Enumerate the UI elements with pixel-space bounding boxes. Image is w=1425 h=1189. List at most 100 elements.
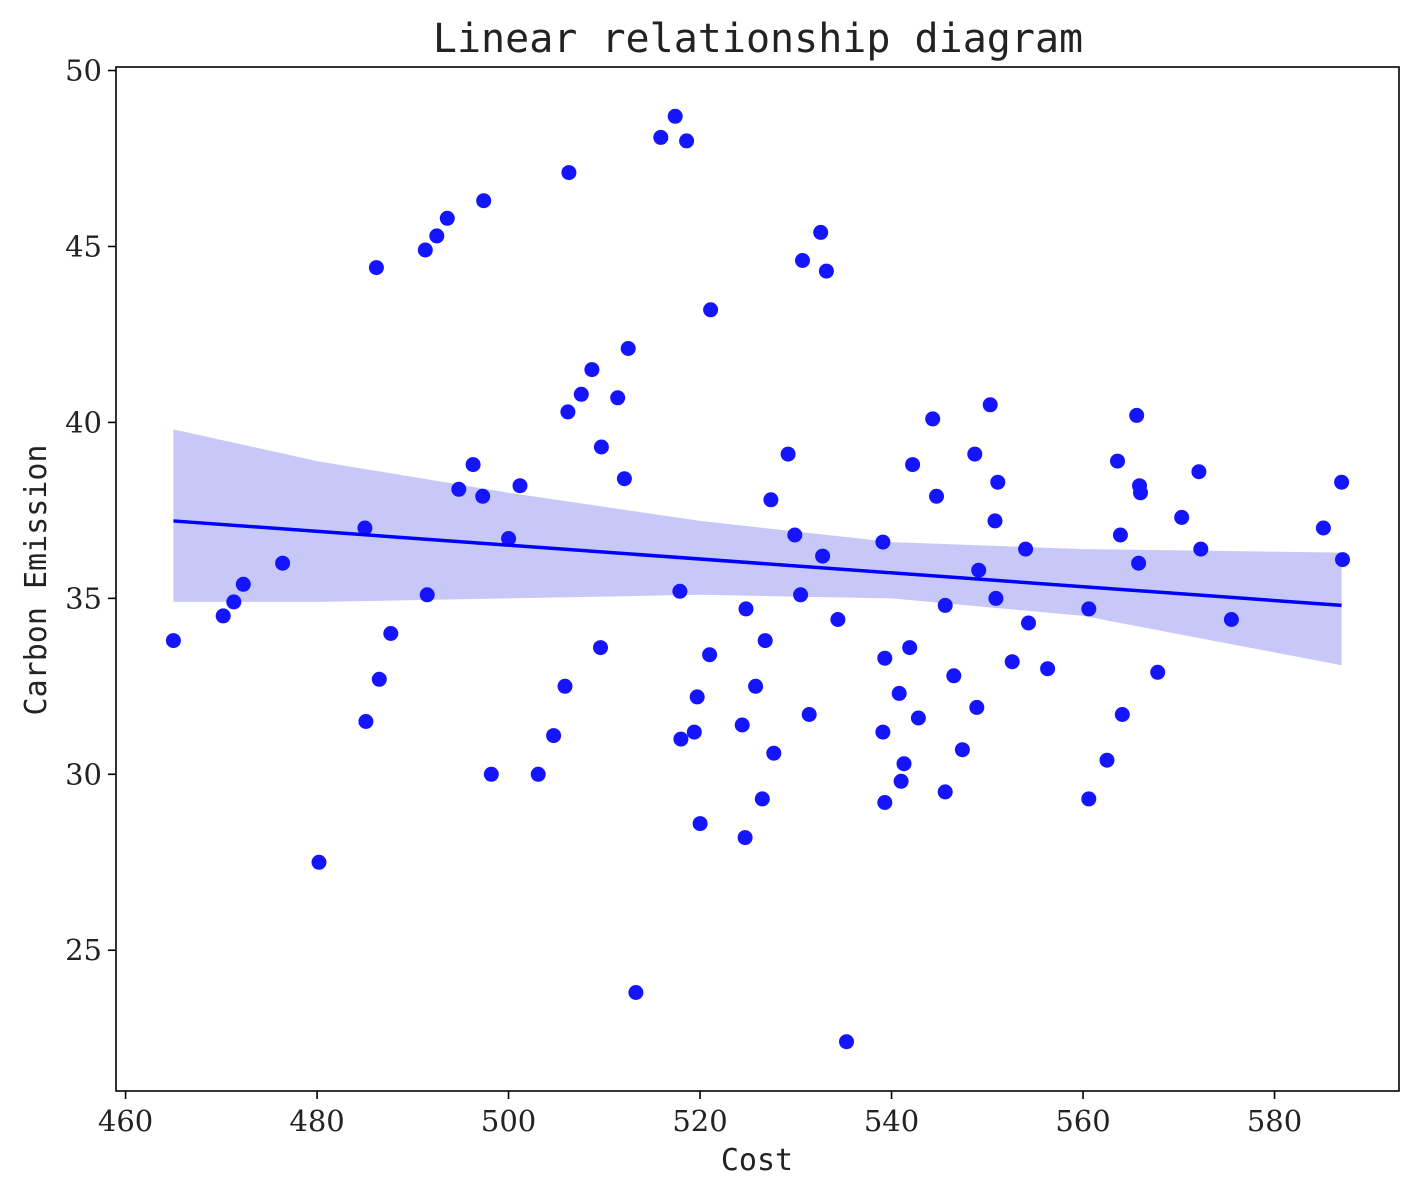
data-point (1129, 407, 1145, 423)
data-point (679, 133, 695, 149)
data-point (689, 689, 705, 705)
data-point (667, 108, 683, 124)
data-point (512, 478, 528, 494)
data-point (165, 633, 181, 649)
data-point (429, 228, 445, 244)
data-point (1018, 541, 1034, 557)
data-point (748, 678, 764, 694)
confidence-band (173, 429, 1342, 666)
data-point (738, 601, 754, 617)
data-point (763, 492, 779, 508)
data-point (1150, 664, 1166, 680)
data-point (990, 474, 1006, 490)
data-point (1133, 485, 1148, 501)
data-point (419, 587, 435, 603)
data-point (692, 816, 708, 832)
data-point (593, 640, 608, 656)
data-point (451, 481, 467, 497)
data-point (557, 678, 573, 694)
data-point (987, 513, 1003, 529)
data-point (793, 587, 809, 603)
data-point (702, 647, 718, 663)
data-point (929, 488, 944, 504)
data-point (1114, 707, 1130, 722)
x-axis-label: Cost (721, 1143, 793, 1178)
data-point (925, 411, 941, 427)
data-point (893, 773, 909, 789)
data-point (561, 165, 577, 181)
data-point (801, 707, 817, 722)
data-point (877, 795, 893, 810)
data-point (891, 685, 907, 701)
x-axis-ticks: 460 480 500 520 540 560 580 (98, 1091, 1302, 1138)
data-point (795, 253, 810, 268)
data-point (673, 731, 689, 747)
regression-line-layer (173, 519, 1342, 608)
x-tick-label: 580 (1247, 1104, 1302, 1138)
plot-frame (115, 66, 1400, 1092)
data-point (1099, 752, 1115, 768)
data-point (875, 724, 891, 740)
data-point (967, 446, 983, 462)
data-point (830, 612, 846, 627)
data-point (628, 985, 644, 1000)
data-point (358, 714, 374, 729)
data-point (546, 728, 562, 744)
data-point (896, 756, 912, 772)
data-point (483, 766, 499, 782)
data-point (839, 1034, 854, 1050)
confidence-band-layer (173, 429, 1342, 666)
data-point (573, 386, 589, 402)
data-point (1081, 601, 1097, 617)
x-tick-label: 520 (672, 1104, 727, 1138)
data-point (235, 576, 251, 592)
data-point (988, 590, 1004, 606)
data-point (653, 129, 669, 145)
y-axis-ticks: 25 30 35 40 45 50 (65, 54, 116, 967)
y-tick-label: 50 (65, 54, 102, 88)
data-point (937, 597, 953, 613)
data-point (954, 742, 970, 758)
data-point (787, 527, 803, 543)
data-point (1334, 474, 1350, 490)
data-point (1081, 791, 1097, 807)
data-point (620, 341, 636, 356)
data-point (383, 626, 399, 641)
data-point (982, 397, 998, 413)
data-point (905, 457, 921, 473)
x-tick-label: 540 (864, 1104, 919, 1138)
x-tick-label: 480 (289, 1104, 344, 1138)
data-point (1131, 555, 1147, 571)
data-point (780, 446, 796, 462)
data-point (672, 583, 688, 599)
data-point (910, 710, 926, 726)
data-point (875, 534, 891, 550)
data-point (475, 488, 491, 504)
data-point (311, 854, 327, 870)
data-point (757, 633, 773, 649)
data-point (902, 640, 918, 656)
data-point (417, 242, 433, 258)
data-point (1040, 661, 1056, 677)
chart-title: Linear relationship diagram (433, 16, 1083, 62)
data-point (1335, 552, 1350, 568)
y-axis-label: Carbon Emission (19, 445, 54, 716)
data-point (1174, 509, 1190, 525)
y-tick-label: 45 (65, 229, 102, 263)
data-point (593, 439, 609, 455)
data-point (476, 193, 492, 209)
data-point (686, 724, 702, 740)
x-tick-label: 560 (1055, 1104, 1110, 1138)
data-point (368, 260, 384, 276)
data-point (1110, 453, 1125, 469)
data-point (1112, 527, 1128, 543)
data-point (610, 390, 626, 406)
data-point (465, 457, 481, 473)
data-point (703, 302, 719, 318)
points-layer (165, 108, 1350, 1050)
data-point (371, 671, 387, 687)
data-point (530, 766, 546, 782)
data-point (969, 699, 985, 715)
data-point (616, 471, 632, 487)
data-point (946, 668, 962, 684)
